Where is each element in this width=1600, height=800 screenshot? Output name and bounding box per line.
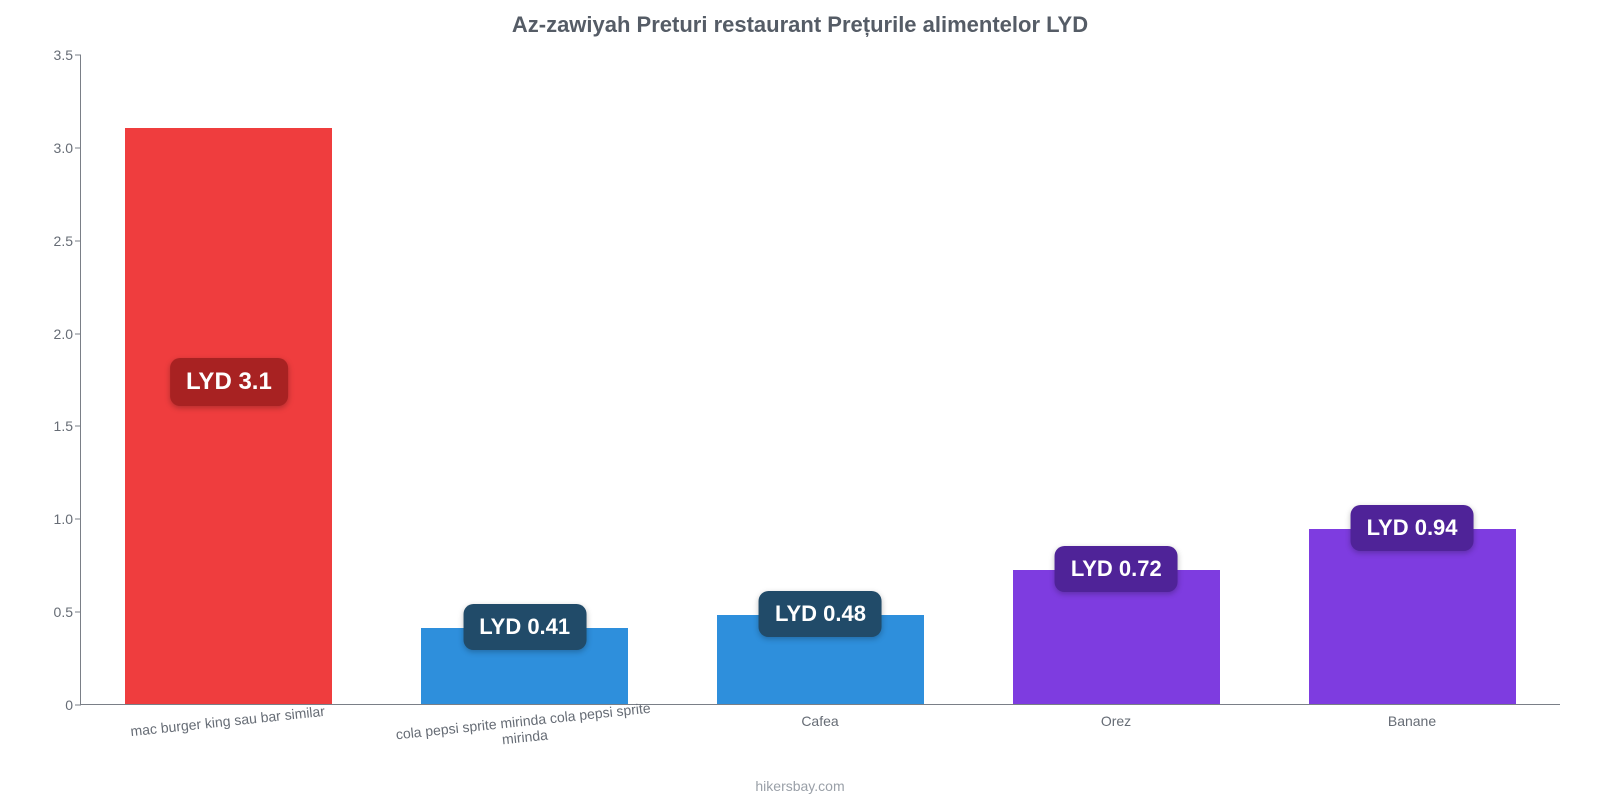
credit-text: hikersbay.com [0, 778, 1600, 794]
x-axis-labels: mac burger king sau bar similarcola peps… [80, 713, 1560, 763]
y-tick-label: 0 [31, 697, 73, 713]
bar: LYD 0.48 [717, 615, 924, 704]
y-tick-mark [75, 519, 81, 520]
chart-container: Az-zawiyah Preturi restaurant Prețurile … [0, 0, 1600, 800]
y-tick-label: 1.5 [31, 418, 73, 434]
bar: LYD 0.41 [421, 628, 628, 704]
y-tick-label: 1.0 [31, 511, 73, 527]
value-badge: LYD 0.72 [1055, 546, 1178, 592]
x-tick-label: Cafea [672, 713, 968, 763]
x-tick-label: cola pepsi sprite mirinda cola pepsi spr… [376, 713, 672, 763]
y-tick-mark [75, 612, 81, 613]
bar: LYD 0.94 [1309, 529, 1516, 704]
chart-title: Az-zawiyah Preturi restaurant Prețurile … [0, 12, 1600, 38]
y-tick-label: 3.5 [31, 47, 73, 63]
bar: LYD 3.1 [125, 128, 332, 704]
bar-column: LYD 0.48 [673, 55, 969, 704]
value-badge: LYD 0.94 [1351, 505, 1474, 551]
y-tick-mark [75, 55, 81, 56]
bar-column: LYD 0.94 [1264, 55, 1560, 704]
y-tick-mark [75, 426, 81, 427]
bar-column: LYD 0.72 [968, 55, 1264, 704]
bar-column: LYD 3.1 [81, 55, 377, 704]
bar-column: LYD 0.41 [377, 55, 673, 704]
y-tick-mark [75, 147, 81, 148]
value-badge: LYD 3.1 [170, 358, 288, 406]
x-tick-label: Banane [1264, 713, 1560, 763]
y-tick-mark [75, 705, 81, 706]
y-tick-label: 2.5 [31, 233, 73, 249]
y-tick-label: 2.0 [31, 326, 73, 342]
y-tick-label: 3.0 [31, 140, 73, 156]
plot-area: LYD 3.1LYD 0.41LYD 0.48LYD 0.72LYD 0.94 … [80, 55, 1560, 705]
y-tick-label: 0.5 [31, 604, 73, 620]
bars-group: LYD 3.1 LYD 0.41 LYD 0.48 LYD 0.72 LYD 0.94 [81, 55, 1560, 704]
y-tick-mark [75, 240, 81, 241]
y-tick-mark [75, 333, 81, 334]
bar: LYD 0.72 [1013, 570, 1220, 704]
x-tick-label: Orez [968, 713, 1264, 763]
x-tick-label: mac burger king sau bar similar [80, 713, 376, 763]
value-badge: LYD 0.41 [463, 604, 586, 650]
value-badge: LYD 0.48 [759, 591, 882, 637]
